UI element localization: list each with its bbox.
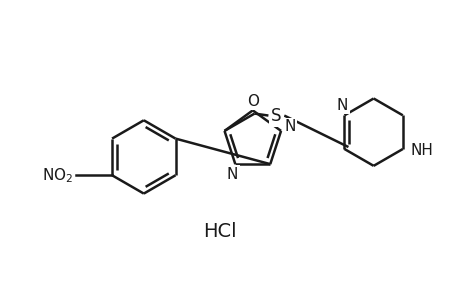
Text: S: S [270,106,281,124]
Text: NH: NH [410,143,433,158]
Text: HCl: HCl [203,222,236,241]
Text: N: N [336,98,347,113]
Text: N: N [284,119,295,134]
Text: N: N [226,167,237,182]
Text: NO$_2$: NO$_2$ [42,166,73,184]
Text: O: O [246,94,258,109]
